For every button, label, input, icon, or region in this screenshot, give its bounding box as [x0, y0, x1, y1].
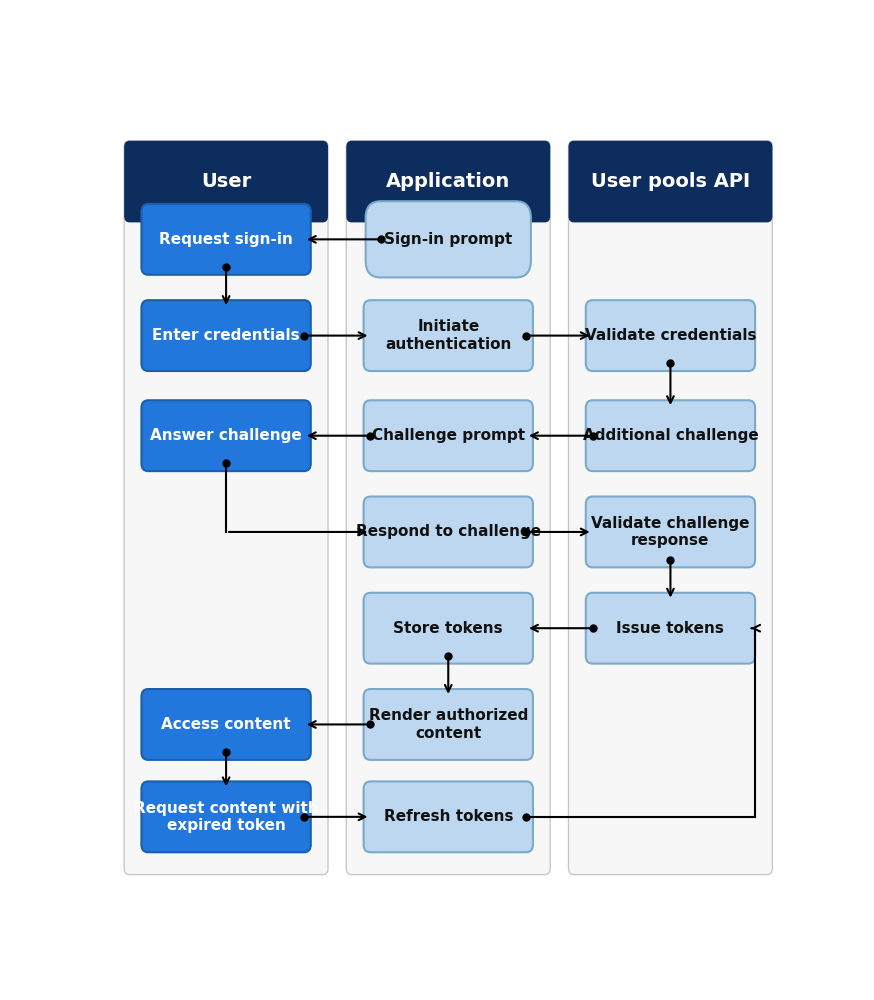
- FancyBboxPatch shape: [568, 141, 773, 875]
- FancyBboxPatch shape: [586, 400, 755, 471]
- FancyBboxPatch shape: [586, 593, 755, 664]
- Text: Access content: Access content: [162, 717, 291, 732]
- FancyBboxPatch shape: [586, 300, 755, 371]
- Text: Request content with
expired token: Request content with expired token: [134, 801, 318, 833]
- Text: Application: Application: [386, 172, 510, 191]
- FancyBboxPatch shape: [365, 201, 531, 277]
- FancyBboxPatch shape: [364, 781, 533, 852]
- FancyBboxPatch shape: [142, 300, 311, 371]
- FancyBboxPatch shape: [346, 141, 551, 222]
- FancyBboxPatch shape: [346, 141, 551, 875]
- Text: Enter credentials: Enter credentials: [152, 328, 300, 343]
- Text: Respond to challenge: Respond to challenge: [356, 524, 541, 539]
- Text: Challenge prompt: Challenge prompt: [371, 428, 524, 443]
- Text: Refresh tokens: Refresh tokens: [384, 809, 513, 824]
- FancyBboxPatch shape: [364, 300, 533, 371]
- FancyBboxPatch shape: [568, 141, 773, 222]
- Text: Request sign-in: Request sign-in: [159, 232, 293, 247]
- FancyBboxPatch shape: [124, 141, 328, 875]
- Text: User pools API: User pools API: [591, 172, 750, 191]
- Text: User: User: [201, 172, 251, 191]
- FancyBboxPatch shape: [364, 497, 533, 567]
- Text: Additional challenge: Additional challenge: [583, 428, 759, 443]
- Text: Answer challenge: Answer challenge: [150, 428, 302, 443]
- FancyBboxPatch shape: [142, 781, 311, 852]
- FancyBboxPatch shape: [364, 593, 533, 664]
- FancyBboxPatch shape: [364, 689, 533, 760]
- FancyBboxPatch shape: [142, 204, 311, 275]
- Text: Render authorized
content: Render authorized content: [369, 708, 528, 741]
- Text: Validate challenge
response: Validate challenge response: [591, 516, 750, 548]
- FancyBboxPatch shape: [142, 400, 311, 471]
- FancyBboxPatch shape: [364, 400, 533, 471]
- Text: Issue tokens: Issue tokens: [616, 621, 725, 636]
- Text: Initiate
authentication: Initiate authentication: [385, 319, 511, 352]
- FancyBboxPatch shape: [142, 689, 311, 760]
- Text: Store tokens: Store tokens: [393, 621, 503, 636]
- FancyBboxPatch shape: [586, 497, 755, 567]
- Text: Sign-in prompt: Sign-in prompt: [385, 232, 512, 247]
- Text: Validate credentials: Validate credentials: [585, 328, 756, 343]
- FancyBboxPatch shape: [124, 141, 328, 222]
